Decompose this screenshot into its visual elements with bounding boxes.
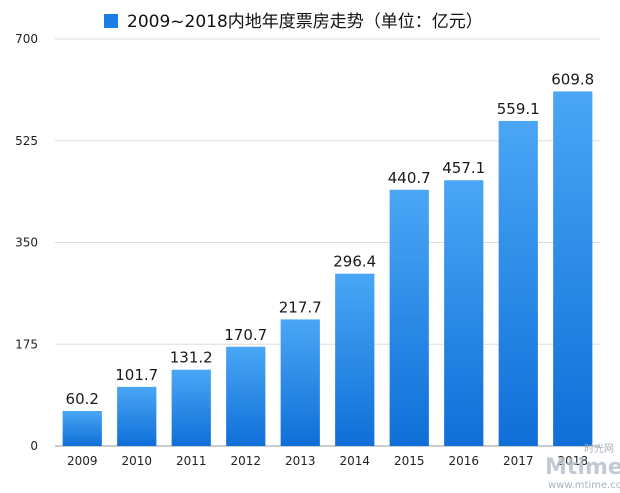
bar-2014 xyxy=(335,273,375,446)
y-tick-label: 350 xyxy=(15,236,38,250)
x-tick-label: 2017 xyxy=(503,454,534,468)
y-tick-label: 700 xyxy=(15,32,38,46)
x-tick-label: 2011 xyxy=(176,454,207,468)
x-tick-label: 2009 xyxy=(67,454,98,468)
y-axis: 0 175 350 525 700 xyxy=(15,32,38,453)
x-tick-label: 2010 xyxy=(121,454,152,468)
bar-2018 xyxy=(553,91,593,446)
data-label-2017: 559.1 xyxy=(497,100,540,118)
watermark: Mtime 时光网 www.mtime.com xyxy=(545,442,620,491)
legend: 2009~2018内地年度票房走势（单位：亿元） xyxy=(104,12,483,32)
x-tick-label: 2013 xyxy=(285,454,316,468)
bar-2016 xyxy=(444,180,484,446)
data-label-2010: 101.7 xyxy=(115,366,158,384)
watermark-cn: 时光网 xyxy=(584,442,614,455)
data-label-2015: 440.7 xyxy=(388,169,431,187)
watermark-logo: Mtime xyxy=(545,455,620,480)
data-label-2016: 457.1 xyxy=(442,159,485,177)
x-axis: 2009 2010 2011 2012 2013 2014 2015 2016 2017 2018 xyxy=(67,454,588,468)
y-tick-label: 525 xyxy=(15,134,38,148)
data-label-2014: 296.4 xyxy=(333,253,376,271)
data-label-2013: 217.7 xyxy=(279,298,322,316)
x-tick-label: 2016 xyxy=(448,454,479,468)
watermark-url: www.mtime.com xyxy=(548,480,620,491)
x-tick-label: 2015 xyxy=(394,454,425,468)
data-label-2011: 131.2 xyxy=(170,349,213,367)
bar-2015 xyxy=(389,189,429,446)
data-label-2012: 170.7 xyxy=(224,326,267,344)
data-label-2009: 60.2 xyxy=(66,390,99,408)
legend-swatch xyxy=(104,14,118,28)
bar-2017 xyxy=(498,120,538,447)
bars: 60.2 101.7 131.2 170.7 217.7 296.4 440.7 457.1 5… xyxy=(62,70,594,447)
bar-2010 xyxy=(117,386,157,446)
bar-2009 xyxy=(62,410,102,446)
x-tick-label: 2018 xyxy=(557,454,588,468)
x-tick-label: 2014 xyxy=(339,454,370,468)
data-label-2018: 609.8 xyxy=(551,70,594,88)
x-tick-label: 2012 xyxy=(230,454,261,468)
y-tick-label: 175 xyxy=(15,337,38,351)
bar-2013 xyxy=(280,319,320,446)
legend-label: 2009~2018内地年度票房走势（单位：亿元） xyxy=(127,12,483,32)
y-tick-label: 0 xyxy=(30,439,38,453)
bar-2012 xyxy=(226,346,266,446)
bar-2011 xyxy=(171,369,211,446)
